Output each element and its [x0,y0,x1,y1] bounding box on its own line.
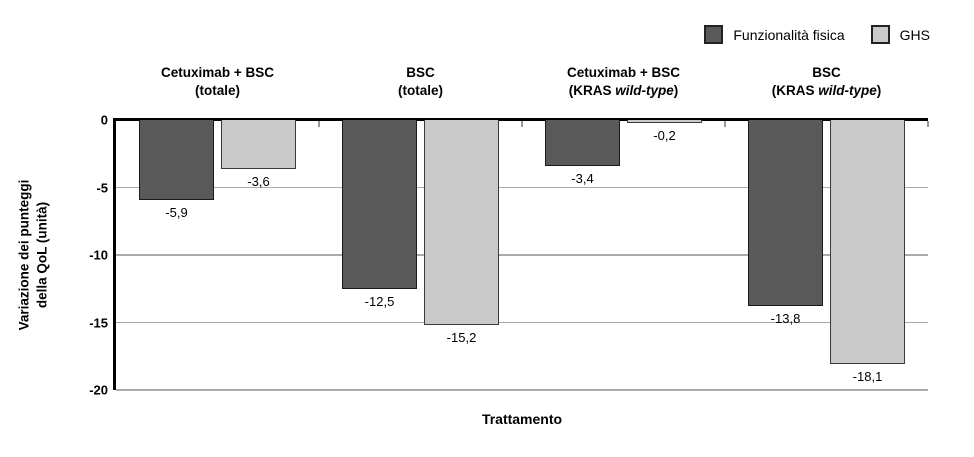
bar-value-label: -15,2 [446,330,477,346]
bar-value-label: -3,6 [247,173,270,189]
category-label-3: Cetuximab + BSC (KRAS wild-type) [522,64,725,100]
gridline--10 [116,254,928,256]
bar-value-label: -18,1 [852,369,883,385]
category-label-line1: BSC [406,65,435,80]
category-label-line2: (totale) [398,82,443,98]
category-label-2: BSC (totale) [319,64,522,100]
category-label-line1: Cetuximab + BSC [567,65,680,80]
bar-funzionalita-fisica-cat3 [545,120,620,166]
bar-value-label: -5,9 [165,204,188,220]
bar-value-label: -13,8 [770,311,801,327]
bar-value-label: -0,2 [653,127,676,143]
bar-funzionalita-fisica-cat2 [342,120,417,289]
legend-swatch-dark [704,25,724,44]
category-label-line1: Cetuximab + BSC [161,65,274,80]
category-label-line2: (KRAS wild-type) [771,82,882,98]
category-label-line2: (totale) [195,82,240,98]
category-tick [521,121,523,127]
bar-funzionalita-fisica-cat1 [139,120,214,200]
y-tick-label: -10 [89,247,108,263]
bar-ghs-cat1 [221,120,296,169]
legend: Funzionalità fisica GHS [704,25,930,44]
y-tick-label: -15 [89,315,108,330]
legend-swatch-light [870,25,890,44]
gridline--5 [116,186,928,189]
legend-item-ghs: GHS [870,25,930,44]
category-label-line1: BSC [812,65,841,80]
y-axis-line [113,118,116,390]
category-tick [927,121,929,127]
bar-funzionalita-fisica-cat4 [748,120,823,307]
category-label-line2: (KRAS wild-type) [568,82,679,98]
gridline--20 [116,389,928,391]
x-axis-line [113,118,928,121]
category-tick [724,121,726,127]
legend-label: GHS [899,26,930,43]
bar-ghs-cat4 [830,120,905,365]
bar-ghs-cat2 [424,120,499,326]
bar-ghs-cat3 [627,120,702,123]
category-tick [318,121,320,127]
y-tick-label: -20 [89,382,108,398]
bar-value-label: -3,4 [571,170,594,186]
y-tick-label: 0 [100,112,108,128]
category-label-1: Cetuximab + BSC (totale) [116,64,319,100]
legend-item-funzionalita-fisica: Funzionalità fisica [704,25,845,44]
legend-label: Funzionalità fisica [733,26,845,43]
bar-value-label: -12,5 [364,293,395,309]
gridline--15 [116,321,928,324]
category-label-4: BSC (KRAS wild-type) [725,64,928,100]
y-tick-label: -5 [96,180,108,195]
x-axis-title: Trattamento [481,411,563,427]
